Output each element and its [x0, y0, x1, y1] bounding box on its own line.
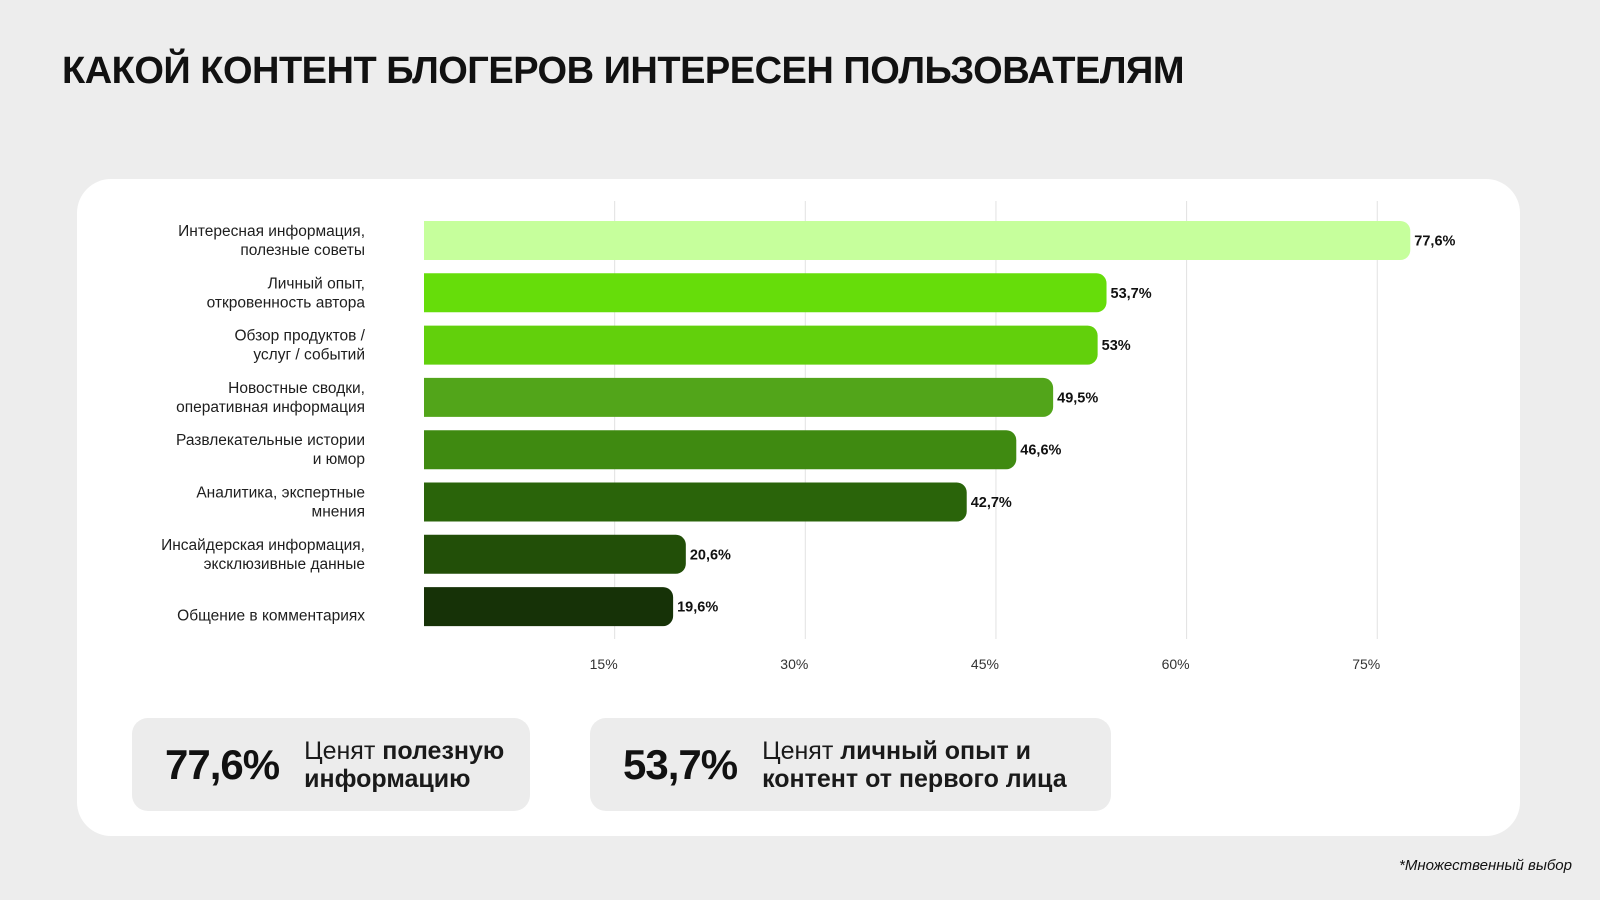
stat-box-useful-info: 77,6% Ценят полезную информацию	[132, 718, 530, 811]
value-label: 53%	[1102, 338, 1131, 354]
category-label-line: мнения	[312, 504, 365, 521]
stat-text-bold: личный опыт и контент от первого лица	[762, 736, 1067, 793]
category-label-line: Инсайдерская информация,	[161, 537, 365, 554]
category-label-line: оперативная информация	[176, 399, 365, 416]
category-label-line: и юмор	[313, 451, 365, 468]
stat-box-personal-experience: 53,7% Ценят личный опыт и контент от пер…	[590, 718, 1111, 811]
category-label-line: откровенность автора	[207, 294, 366, 311]
category-label-line: Новостные сводки,	[228, 380, 365, 397]
value-label: 53,7%	[1111, 286, 1152, 302]
category-label: Личный опыт, откровенность автора	[207, 275, 366, 311]
chart-card: 15% 30% 45% 60% 75% 77,6% Интересная информаци…	[77, 179, 1520, 836]
tick-label: 60%	[1162, 656, 1190, 672]
category-label: Новостные сводки, оперативная информация	[176, 380, 365, 416]
category-label-line: Интересная информация,	[178, 223, 365, 240]
category-label-line: Развлекательные истории	[176, 432, 365, 449]
value-label: 20,6%	[690, 547, 731, 563]
stat-value: 77,6%	[165, 740, 280, 788]
tick-label: 30%	[780, 656, 808, 672]
value-label: 77,6%	[1414, 234, 1455, 250]
tick-label: 45%	[971, 656, 999, 672]
stat-text: Ценят личный опыт и контент от первого л…	[762, 737, 1107, 793]
stat-value: 53,7%	[623, 740, 738, 788]
category-label-line: эксклюзивные данные	[204, 556, 365, 573]
bar	[424, 377, 1054, 417]
tick-label: 75%	[1352, 656, 1380, 672]
stat-text-plain: Ценят	[762, 736, 841, 765]
bar-chart: 15% 30% 45% 60% 75% 77,6% Интересная информаци…	[161, 201, 1456, 672]
page-title: КАКОЙ КОНТЕНТ БЛОГЕРОВ ИНТЕРЕСЕН ПОЛЬЗОВ…	[62, 50, 1185, 92]
category-label: Инсайдерская информация, эксклюзивные дан…	[161, 537, 365, 573]
bar	[424, 587, 674, 627]
bar	[424, 325, 1098, 365]
bar	[424, 430, 1017, 470]
category-label: Развлекательные истории и юмор	[176, 432, 365, 468]
stat-text: Ценят полезную информацию	[304, 737, 519, 793]
value-label: 42,7%	[971, 495, 1012, 511]
category-label-line: Общение в комментариях	[177, 608, 365, 625]
value-label: 46,6%	[1020, 443, 1061, 459]
bar	[424, 221, 1411, 260]
value-label: 49,5%	[1057, 390, 1098, 406]
bar	[424, 273, 1107, 313]
stat-text-plain: Ценят	[304, 736, 383, 765]
category-label: Общение в комментариях	[177, 608, 365, 625]
tick-label: 15%	[590, 656, 618, 672]
category-label-line: Аналитика, экспертные	[196, 485, 365, 502]
category-label: Аналитика, экспертные мнения	[196, 485, 365, 521]
category-label-line: Личный опыт,	[268, 275, 365, 292]
bar	[424, 534, 686, 574]
bar	[424, 482, 967, 522]
category-label-line: полезные советы	[240, 242, 365, 259]
category-label-line: услуг / событий	[253, 347, 365, 364]
stat-text-bold: полезную информацию	[304, 736, 505, 793]
category-label-line: Обзор продуктов /	[234, 328, 365, 345]
value-label: 19,6%	[677, 600, 718, 616]
category-label: Обзор продуктов / услуг / событий	[234, 328, 365, 364]
footnote: *Множественный выбор	[1399, 857, 1572, 874]
category-label: Интересная информация, полезные советы	[178, 223, 365, 259]
